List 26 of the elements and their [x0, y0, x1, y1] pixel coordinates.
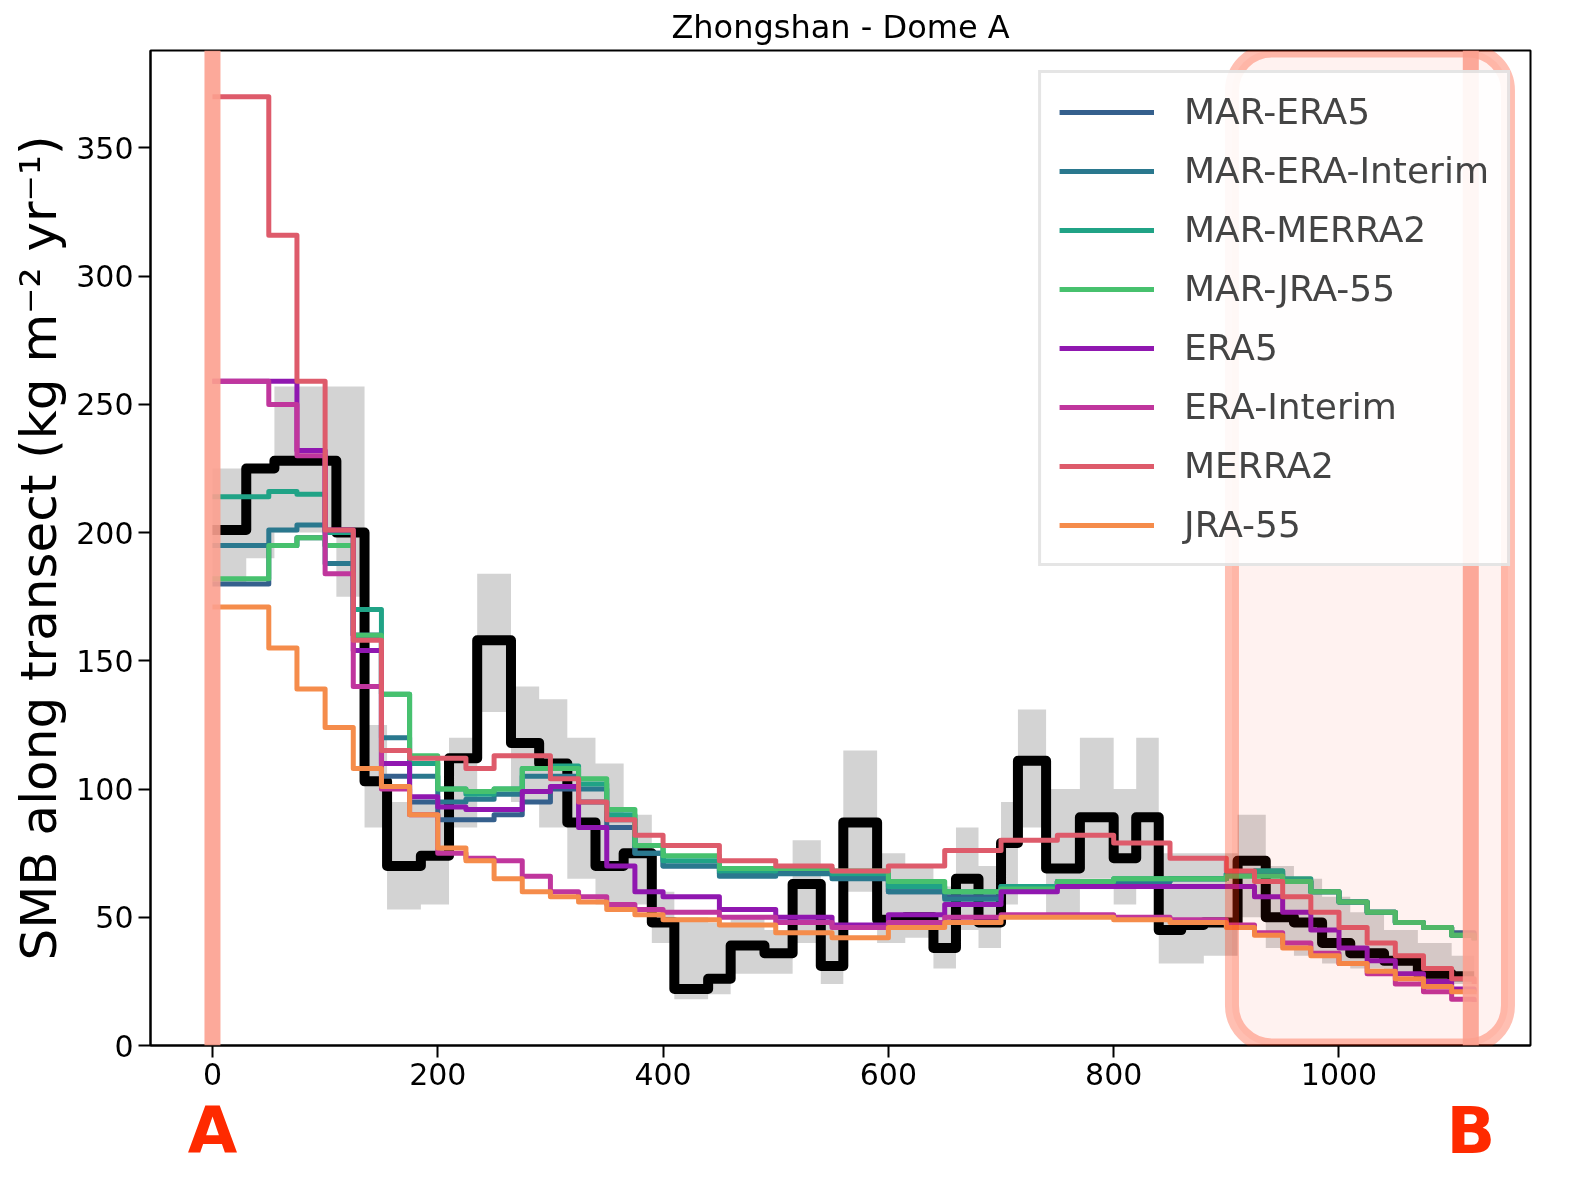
x-tick-label: 400 [634, 1056, 692, 1092]
y-tick-label: 100 [76, 772, 134, 808]
ref-line-label: B [1446, 1093, 1496, 1168]
legend-label: MERRA2 [1184, 445, 1334, 486]
y-tick-label: 50 [95, 900, 134, 936]
legend-label: MAR-MERRA2 [1184, 209, 1427, 250]
x-tick-label: 200 [409, 1056, 467, 1092]
y-axis-title: SMB along transect (kg m⁻² yr⁻¹) [10, 135, 69, 961]
x-tick-label: 600 [859, 1056, 918, 1092]
y-tick-label: 150 [76, 643, 134, 679]
y-tick-label: 0 [114, 1028, 134, 1064]
y-tick-label: 350 [76, 130, 134, 166]
legend-label: MAR-JRA-55 [1184, 268, 1396, 309]
legend-label: ERA5 [1184, 327, 1278, 368]
y-tick-label: 250 [76, 387, 134, 423]
legend-label: JRA-55 [1184, 504, 1301, 545]
x-tick-label: 0 [202, 1056, 223, 1092]
legend-label: MAR-ERA-Interim [1184, 150, 1489, 191]
chart-title: Zhongshan - Dome A [671, 7, 1010, 46]
y-tick-label: 200 [76, 515, 134, 551]
x-tick-label: 800 [1085, 1056, 1143, 1092]
x-tick-label: 1000 [1300, 1056, 1378, 1092]
ref-line-label: A [187, 1093, 238, 1168]
legend-label: MAR-ERA5 [1184, 91, 1371, 132]
y-tick-label: 300 [76, 259, 134, 295]
legend-label: ERA-Interim [1184, 386, 1397, 427]
